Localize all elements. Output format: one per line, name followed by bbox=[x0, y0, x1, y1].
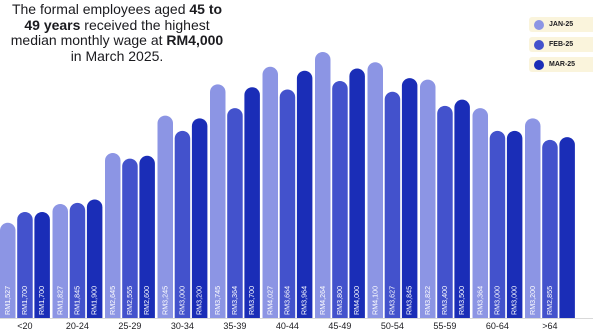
value-label-jan-2: RM2,645 bbox=[108, 286, 117, 315]
value-label-feb-10: RM2,855 bbox=[545, 286, 554, 315]
value-label-jan-3: RM3,245 bbox=[160, 286, 169, 315]
value-label-feb-9: RM3,000 bbox=[492, 286, 501, 315]
value-label-jan-4: RM3,745 bbox=[213, 286, 222, 315]
value-label-feb-2: RM2,555 bbox=[125, 286, 134, 315]
bar-feb-6 bbox=[332, 80, 348, 319]
bar-feb-10 bbox=[542, 139, 558, 318]
category-label-8: 55-59 bbox=[433, 321, 456, 331]
category-label-4: 35-39 bbox=[223, 321, 246, 331]
category-label-3: 30-34 bbox=[171, 321, 194, 331]
bar-feb-2 bbox=[122, 158, 138, 318]
bar-mar-7 bbox=[401, 78, 418, 318]
category-label-10: >64 bbox=[542, 321, 557, 331]
legend-item-jan: JAN-25 bbox=[529, 17, 593, 32]
value-label-feb-5: RM3,664 bbox=[282, 286, 291, 315]
category-label-5: 40-44 bbox=[276, 321, 299, 331]
value-label-mar-9: RM3,000 bbox=[510, 286, 519, 315]
value-label-feb-1: RM1,845 bbox=[72, 286, 81, 315]
bar-jan-4 bbox=[210, 84, 226, 318]
bar-jan-1 bbox=[52, 204, 68, 318]
category-label-7: 50-54 bbox=[381, 321, 404, 331]
value-label-feb-3: RM3,000 bbox=[177, 286, 186, 315]
legend-label-mar: MAR-25 bbox=[549, 61, 576, 68]
bar-feb-7 bbox=[384, 91, 401, 318]
bar-jan-2 bbox=[105, 153, 121, 318]
value-label-mar-0: RM1,700 bbox=[37, 286, 46, 315]
value-label-feb-6: RM3,800 bbox=[335, 286, 344, 315]
bar-mar-0 bbox=[34, 211, 50, 318]
bar-jan-9 bbox=[472, 108, 488, 318]
value-label-jan-6: RM4,264 bbox=[318, 286, 327, 315]
bar-feb-5 bbox=[279, 89, 296, 318]
legend-swatch-feb bbox=[534, 39, 544, 50]
bar-feb-4 bbox=[227, 108, 243, 318]
value-label-feb-7: RM3,627 bbox=[387, 286, 396, 315]
legend-label-feb: FEB-25 bbox=[549, 41, 574, 48]
bar-mar-8 bbox=[454, 99, 470, 319]
headline-bold-age: 45 to 49 years bbox=[24, 1, 223, 33]
bar-mar-9 bbox=[506, 130, 523, 318]
value-label-mar-7: RM3,845 bbox=[405, 286, 414, 315]
headline-bold-wage: RM4,000 bbox=[166, 32, 224, 48]
legend: JAN-25 FEB-25 MAR-25 bbox=[529, 17, 593, 77]
bar-jan-6 bbox=[315, 52, 331, 318]
bar-jan-8 bbox=[420, 79, 436, 318]
bar-mar-10 bbox=[559, 137, 575, 318]
value-label-mar-4: RM3,700 bbox=[247, 286, 256, 315]
bar-jan-3 bbox=[157, 115, 173, 318]
bar-feb-3 bbox=[174, 130, 191, 318]
bar-feb-8 bbox=[437, 105, 453, 318]
value-label-mar-5: RM3,964 bbox=[300, 286, 309, 315]
bar-feb-0 bbox=[17, 211, 33, 318]
value-label-jan-1: RM1,827 bbox=[55, 286, 64, 315]
value-label-jan-0: RM1,527 bbox=[3, 286, 12, 315]
bar-mar-6 bbox=[349, 68, 365, 318]
chart-headline: The formal employees aged 45 to 49 years… bbox=[4, 1, 230, 64]
bar-jan-7 bbox=[367, 62, 383, 318]
bar-jan-0 bbox=[0, 222, 16, 318]
bar-jan-10 bbox=[525, 118, 541, 318]
category-label-2: 25-29 bbox=[118, 321, 141, 331]
value-label-mar-1: RM1,900 bbox=[90, 286, 99, 315]
bar-feb-9 bbox=[489, 130, 506, 318]
value-label-mar-2: RM2,600 bbox=[142, 286, 151, 315]
value-label-mar-6: RM4,000 bbox=[352, 286, 361, 315]
legend-item-mar: MAR-25 bbox=[529, 57, 593, 72]
category-label-6: 45-49 bbox=[328, 321, 351, 331]
value-label-mar-8: RM3,500 bbox=[457, 286, 466, 315]
bar-mar-1 bbox=[86, 199, 103, 318]
bar-mar-3 bbox=[191, 118, 208, 318]
legend-swatch-jan bbox=[534, 19, 544, 30]
value-label-feb-4: RM3,364 bbox=[230, 286, 239, 315]
value-label-jan-10: RM3,200 bbox=[528, 286, 537, 315]
value-label-jan-8: RM3,822 bbox=[423, 286, 432, 315]
bar-jan-5 bbox=[262, 66, 278, 318]
category-label-1: 20-24 bbox=[66, 321, 89, 331]
bar-mar-4 bbox=[244, 87, 260, 318]
category-label-9: 60-64 bbox=[486, 321, 509, 331]
bar-mar-2 bbox=[139, 155, 155, 318]
value-label-jan-9: RM3,364 bbox=[475, 286, 484, 315]
bar-feb-1 bbox=[69, 202, 86, 318]
bar-mar-5 bbox=[296, 70, 313, 318]
headline-text-1: The formal employees aged bbox=[11, 1, 186, 17]
value-label-jan-7: RM4,100 bbox=[370, 286, 379, 315]
value-label-feb-0: RM1,700 bbox=[20, 286, 29, 315]
value-label-jan-5: RM4,027 bbox=[265, 286, 274, 315]
legend-swatch-mar bbox=[534, 59, 544, 70]
headline-text-2: received the highest median monthly wage… bbox=[10, 16, 210, 48]
headline-text-3: in March 2025. bbox=[70, 47, 164, 64]
value-label-mar-3: RM3,200 bbox=[195, 286, 204, 315]
category-label-0: <20 bbox=[17, 321, 32, 331]
legend-item-feb: FEB-25 bbox=[529, 37, 593, 52]
legend-label-jan: JAN-25 bbox=[549, 21, 574, 28]
value-label-feb-8: RM3,400 bbox=[440, 286, 449, 315]
